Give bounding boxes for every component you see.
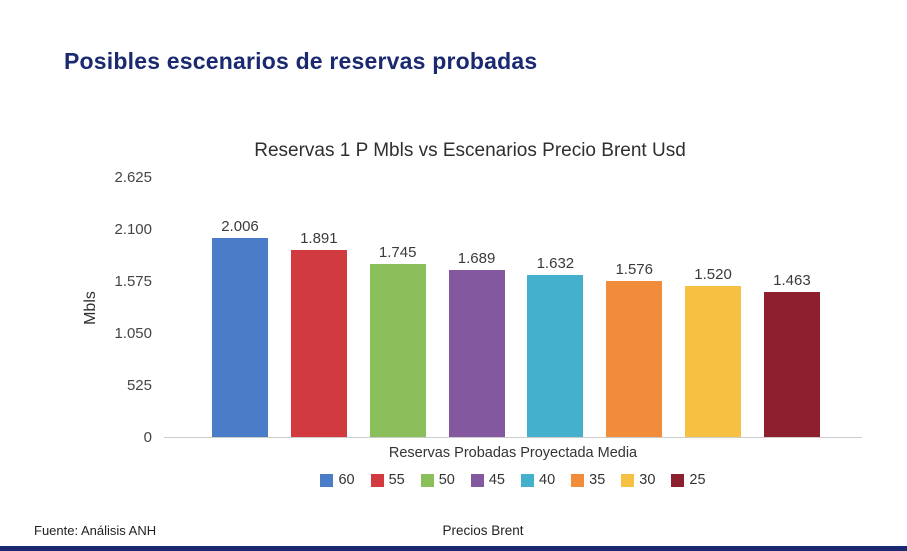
legend-label: 45 [488,472,505,488]
legend-label: 30 [639,472,656,488]
bar [763,292,820,437]
chart-body: Mbls 0 525 1.050 1.575 2.100 2.625 2.006 1.891… [78,169,862,446]
legend-swatch-icon [671,473,685,487]
bar-value-label: 1.745 [378,244,417,262]
bar-group: 1.689 [448,249,505,437]
legend-item: 30 [621,472,655,488]
legend-swatch-icon [571,473,585,487]
legend-swatch-icon [621,473,635,487]
y-tick-label: 0 [143,429,152,446]
legend-item: 45 [470,472,505,488]
bar-value-label: 1.520 [694,266,732,284]
page-title: Posibles escenarios de reservas probadas [64,48,538,74]
legend-item: 35 [571,472,605,488]
bar-value-label: 1.576 [615,260,653,278]
bar [290,249,347,437]
bar-value-label: 1.463 [773,272,811,290]
bar-group: 1.576 [606,260,663,437]
chart-title: Reservas 1 P Mbls vs Escenarios Precio B… [254,140,686,161]
legend-swatch-icon [521,473,534,487]
bar-group: 1.891 [290,229,347,437]
legend-item: 50 [420,472,455,488]
plot-area: 2.006 1.891 1.745 1.689 1.632 1.576 1.520 1.463 [164,178,862,438]
y-tick-label: 2.625 [114,169,152,186]
legend-item: 55 [370,472,405,488]
y-axis-label-wrap: Mbls [78,178,104,438]
bar-value-label: 2.006 [221,218,259,236]
bar-chart: Reservas 1 P Mbls vs Escenarios Precio B… [78,140,862,488]
y-tick-label: 2.100 [114,221,152,238]
y-tick-label: 525 [126,377,152,394]
legend-swatch-icon [320,473,334,487]
y-tick-label: 1.050 [114,325,152,342]
bar-value-label: 1.632 [536,255,575,273]
legend-item: 40 [521,472,555,488]
legend-swatch-icon [470,473,484,487]
legend-label: 50 [438,472,455,488]
y-axis-ticks: 0 525 1.050 1.575 2.100 2.625 [104,169,164,446]
legend-label: 60 [338,472,355,488]
bar [448,269,505,437]
below-plot: Reservas Probadas Proyectada Media 60 55 5… [164,445,862,488]
bar-value-label: 1.689 [457,249,496,267]
legend-item: 25 [671,472,706,488]
x-axis-label: Reservas Probadas Proyectada Media [388,445,638,461]
legend: 60 55 50 45 40 35 30 25 [164,472,862,488]
y-axis-label: Mbls [82,291,99,325]
bar-group: 1.463 [763,272,820,437]
bar-group: 2.006 [212,218,268,437]
bar-group: 1.745 [369,244,426,437]
bottom-accent-bar [0,546,907,551]
bar [685,286,742,437]
y-tick-label: 1.575 [114,273,152,290]
footer-caption: Precios Brent [442,523,524,538]
legend-swatch-icon [370,473,384,487]
bar-group: 1.520 [685,266,742,437]
legend-item: 60 [320,472,355,488]
source-note: Fuente: Análisis ANH [34,523,157,538]
bar [212,238,268,437]
legend-label: 35 [589,472,606,488]
bar [527,275,584,437]
legend-label: 25 [689,472,706,488]
bar-value-label: 1.891 [300,229,338,247]
legend-label: 55 [388,472,405,488]
legend-swatch-icon [420,473,434,487]
bar [369,264,426,437]
legend-label: 40 [539,472,556,488]
bars-container: 2.006 1.891 1.745 1.689 1.632 1.576 1.520 1.463 [212,178,820,437]
bar [606,280,663,437]
bar-group: 1.632 [527,255,584,437]
